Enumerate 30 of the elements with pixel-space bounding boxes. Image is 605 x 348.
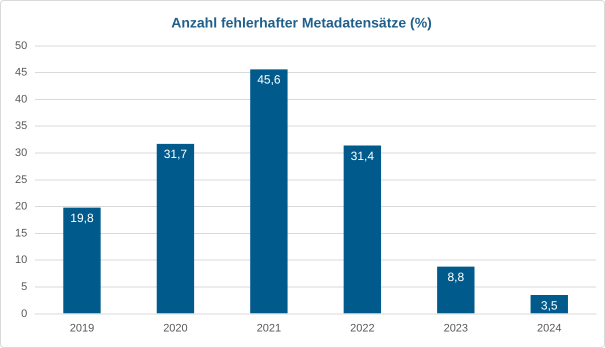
y-tick-label: 15 [14,227,28,240]
y-tick-label: 30 [14,147,28,160]
y-tick-label: 25 [14,174,28,186]
x-tick-label: 2022 [350,322,375,334]
x-tick-label: 2021 [256,322,282,334]
x-tick-label: 2020 [163,322,188,334]
y-tick-label: 35 [14,120,28,132]
x-tick-label: 2023 [444,322,468,334]
bar [344,145,382,314]
chart-title: Anzahl fehlerhafter Metadatensätze (%) [171,14,432,30]
data-label: 45,6 [257,72,281,87]
data-label: 31,4 [350,148,374,163]
bar [250,69,288,314]
y-tick-label: 10 [14,254,28,266]
data-label: 8,8 [447,270,464,284]
y-tick-label: 5 [21,281,28,294]
bar [437,266,474,314]
x-tick-label: 2019 [70,322,94,334]
bar [156,144,194,314]
y-tick-label: 40 [14,93,28,106]
y-tick-label: 50 [14,40,28,52]
x-tick-label: 2024 [537,322,562,334]
y-tick-label: 45 [14,66,28,79]
bar [63,208,101,314]
y-tick-label: 20 [14,200,28,213]
data-label: 31,7 [164,147,188,162]
data-label: 3,5 [540,298,558,312]
y-tick-label: 0 [21,308,28,320]
bar [530,295,568,314]
data-label: 19,8 [70,210,94,225]
